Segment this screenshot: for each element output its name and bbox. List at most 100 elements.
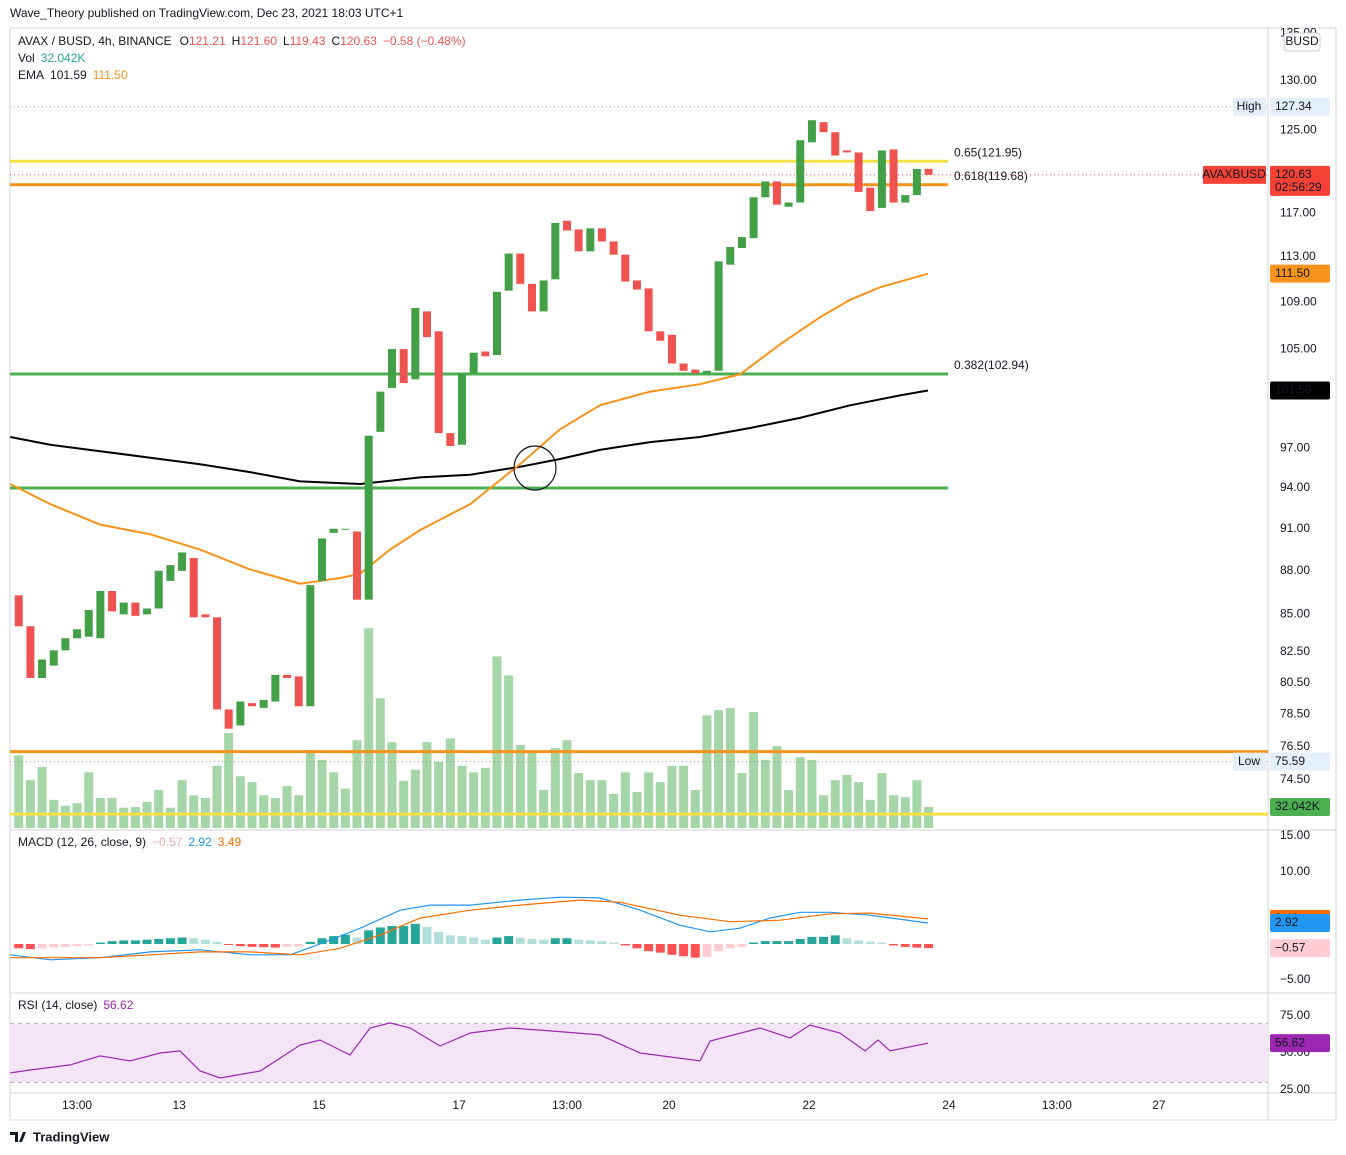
- volume-bar: [247, 782, 257, 828]
- volume-bar: [340, 788, 350, 828]
- rsi-line: [10, 1022, 929, 1079]
- macd-histogram-bar: [445, 935, 455, 945]
- ohlc-value: 120.63: [340, 34, 377, 48]
- last-tag-bg: [1203, 165, 1266, 184]
- candle-body: [294, 676, 303, 707]
- macd-histogram-bar: [95, 942, 105, 945]
- low-tag-bg: [1233, 752, 1266, 771]
- candle-body: [901, 195, 910, 203]
- x-tick-label: 20: [662, 1098, 676, 1112]
- macd-histogram-bar: [784, 941, 794, 945]
- candle-body: [632, 280, 641, 290]
- candle-body: [702, 370, 711, 374]
- candle-body: [283, 674, 292, 678]
- macd-histogram-bar: [422, 926, 432, 945]
- macd-histogram-bar: [259, 944, 269, 948]
- candle-body: [562, 220, 571, 231]
- x-tick-label: 22: [802, 1098, 816, 1112]
- volume-badge: 32.042K: [1275, 799, 1320, 813]
- countdown: 02:56:29: [1275, 180, 1322, 194]
- macd-histogram-bar: [270, 944, 280, 948]
- candle-body: [224, 709, 233, 729]
- volume-bar: [305, 750, 315, 828]
- volume-bar: [924, 807, 934, 828]
- level-label: 0.382(102.94): [954, 358, 1029, 372]
- main-pane: 0.65(121.95) 0.618(119.68) 0.382(102.94): [10, 106, 1268, 828]
- volume-bar: [562, 740, 572, 828]
- volume-bar: [282, 786, 292, 828]
- macd-histogram-bar: [25, 944, 35, 950]
- macd-histogram-bar: [364, 930, 374, 945]
- x-tick-label: 13:00: [1042, 1098, 1072, 1112]
- candle-body: [108, 590, 117, 612]
- macd-histogram-bar: [165, 938, 175, 945]
- candle-body: [399, 349, 408, 384]
- macd-pane: [10, 896, 934, 961]
- candle-body: [609, 241, 618, 255]
- macd-hist-value: −0.57: [152, 835, 183, 849]
- macd-histogram-bar: [212, 941, 222, 945]
- ohlc-key: C: [332, 34, 341, 48]
- macd-histogram-bar: [282, 944, 292, 947]
- macd-histogram-bar: [375, 927, 385, 945]
- candle-body: [714, 261, 723, 371]
- ohlc-value: 121.21: [189, 34, 226, 48]
- macd-histogram-bar: [60, 944, 70, 947]
- candle-body: [842, 150, 851, 153]
- macd-badge-bg: [1270, 913, 1330, 932]
- volume-bar: [434, 761, 444, 828]
- candle-body: [807, 120, 816, 143]
- macd-title: MACD (12, 26, close, 9): [18, 835, 146, 849]
- macd-histogram-bar: [819, 936, 829, 945]
- high-tag: High: [1237, 99, 1262, 113]
- level-label: 0.618(119.68): [954, 169, 1028, 183]
- candle-body: [644, 288, 653, 332]
- currency[interactable]: BUSD: [1285, 34, 1319, 48]
- volume-bar: [760, 759, 770, 828]
- volume-bar: [329, 772, 339, 828]
- ema-name: EMA: [18, 68, 44, 82]
- macd-histogram-bar: [632, 944, 642, 949]
- publisher: Wave_Theory published on TradingView.com…: [10, 6, 404, 20]
- currency-button[interactable]: [1283, 32, 1321, 52]
- macd-histogram-bar: [469, 937, 479, 945]
- rsi-tick-label: 75.00: [1280, 1008, 1310, 1022]
- macd-tick-label: −5.00: [1280, 972, 1311, 986]
- candle-body: [586, 228, 595, 252]
- macd-histogram-bar: [550, 938, 560, 945]
- x-tick-label: 13:00: [62, 1098, 92, 1112]
- macd-histogram-bar: [200, 939, 210, 945]
- volume-bar: [480, 767, 490, 828]
- volume-bar: [620, 772, 630, 828]
- rsi-badge: 56.62: [1275, 1035, 1305, 1049]
- low-tag: Low: [1238, 754, 1260, 768]
- candle-body: [772, 181, 781, 205]
- volume-bar: [445, 738, 455, 828]
- y-tick-label: 85.00: [1280, 607, 1310, 621]
- y-tick-label: 80.50: [1280, 675, 1310, 689]
- volume-bar: [819, 795, 829, 828]
- candle-body: [201, 614, 210, 618]
- candle-body: [574, 229, 583, 252]
- volume-bar: [515, 744, 525, 828]
- y-tick-label: 113.00: [1280, 249, 1316, 263]
- candle-body: [749, 197, 758, 239]
- macd-histogram-bar: [457, 936, 467, 945]
- candle-body: [49, 650, 58, 666]
- y-tick-label: 88.00: [1280, 563, 1310, 577]
- x-tick-label: 24: [942, 1098, 956, 1112]
- volume-bar: [25, 780, 35, 828]
- y-tick-label: 94.00: [1280, 480, 1310, 494]
- high-tag-bg: [1233, 97, 1266, 116]
- volume-bar: [702, 715, 712, 828]
- volume-bar: [317, 759, 327, 828]
- volume-bar: [772, 746, 782, 828]
- volume-bar: [154, 790, 164, 828]
- high-badge: 127.34: [1275, 99, 1312, 113]
- macd-histogram-bar: [865, 941, 875, 945]
- volume-bar: [609, 793, 619, 828]
- macd-histogram-bar: [772, 941, 782, 945]
- candle-body: [84, 609, 93, 637]
- volume-name: Vol: [18, 51, 35, 65]
- ema-line: [10, 272, 929, 585]
